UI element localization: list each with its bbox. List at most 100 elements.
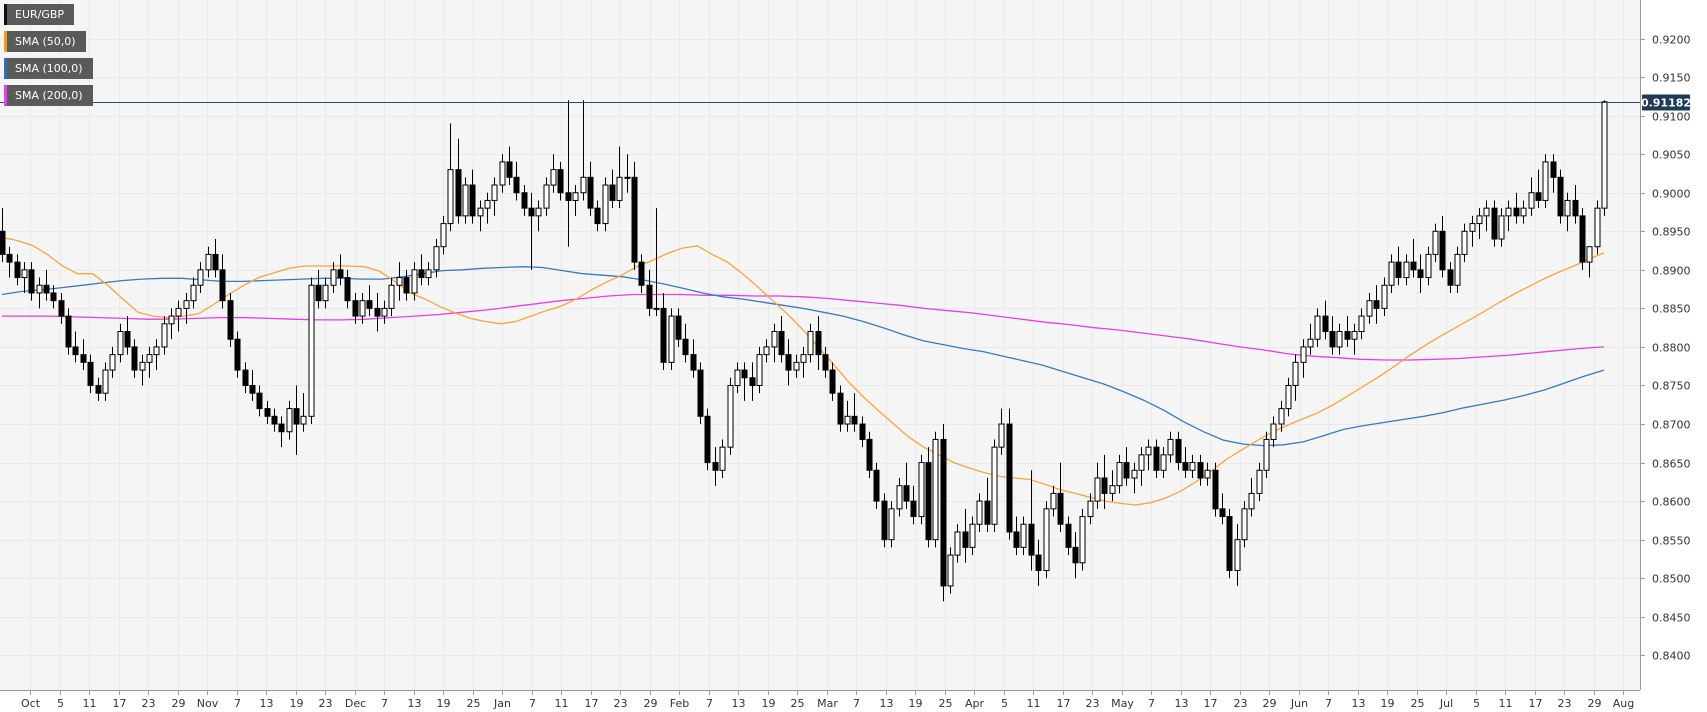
candle xyxy=(300,393,307,432)
candle xyxy=(1087,493,1094,525)
legend-item-eurgbp[interactable]: EUR/GBP xyxy=(4,4,93,25)
x-tick-label: Aug xyxy=(1613,697,1634,710)
candle-body-bullish xyxy=(763,346,770,356)
y-tick-label: 0.8800 xyxy=(1652,342,1691,355)
candle xyxy=(271,408,278,432)
candle xyxy=(1219,493,1226,525)
candle xyxy=(462,177,469,224)
candle-body-bearish xyxy=(851,415,858,425)
candle-body-bearish xyxy=(859,423,866,440)
candle-body-bearish xyxy=(418,269,425,279)
candle xyxy=(1491,200,1498,247)
candle xyxy=(264,400,271,425)
candle-body-bearish xyxy=(278,423,285,433)
candle xyxy=(293,385,300,455)
x-tick-label: 13 xyxy=(260,697,274,710)
candle xyxy=(1204,462,1211,486)
candle xyxy=(1403,254,1410,286)
candle-body-bullish xyxy=(190,284,197,302)
candle xyxy=(1483,200,1490,232)
x-tick-label: 17 xyxy=(113,697,127,710)
candle-body-bullish xyxy=(969,523,976,548)
candle-body-bearish xyxy=(609,184,616,201)
candle xyxy=(1586,246,1593,278)
candle xyxy=(1381,277,1388,317)
candle-body-bearish xyxy=(910,500,917,518)
y-tick-label: 0.8700 xyxy=(1652,419,1691,432)
candle-body-bullish xyxy=(1366,300,1373,317)
candle xyxy=(506,146,513,186)
candle xyxy=(1278,400,1285,432)
x-axis-ticks: Oct 5 11 17 23 29 Nov 7 13 19 23 Dec 7 13 19 25 Jan 7 11 17… xyxy=(21,690,1634,710)
candle xyxy=(557,161,564,201)
candle xyxy=(910,485,917,525)
candle-body-bullish xyxy=(1079,516,1086,564)
candle-body-bearish xyxy=(1572,199,1579,217)
x-tick-label: 25 xyxy=(1411,697,1425,710)
candle-body-bullish xyxy=(1594,207,1601,248)
candle-body-bullish xyxy=(477,207,484,217)
candle xyxy=(50,285,57,309)
candle xyxy=(183,292,190,324)
candle-body-bullish xyxy=(491,184,498,201)
x-tick-label: 19 xyxy=(290,697,304,710)
candle xyxy=(95,377,102,401)
candle-body-bearish xyxy=(631,176,638,263)
candle xyxy=(433,238,440,278)
candle-body-bullish xyxy=(36,284,43,294)
candle xyxy=(278,416,285,448)
candle-body-bearish xyxy=(785,354,792,371)
candle-body-bearish xyxy=(469,184,476,217)
candle xyxy=(1425,246,1432,286)
candle-body-bullish xyxy=(844,415,851,425)
candle xyxy=(1439,215,1446,278)
candle xyxy=(1461,223,1468,263)
candle xyxy=(1469,215,1476,247)
legend-item-sma200[interactable]: SMA (200,0) xyxy=(4,85,93,106)
x-tick-label: 29 xyxy=(172,697,186,710)
legend-item-sma100[interactable]: SMA (100,0) xyxy=(4,58,93,79)
candle xyxy=(87,354,94,394)
candle-body-bearish xyxy=(1226,516,1233,572)
candle-body-bullish xyxy=(330,269,337,286)
x-tick-label: 23 xyxy=(1558,697,1572,710)
candle xyxy=(212,238,219,278)
candle xyxy=(528,192,535,270)
candle-body-bullish xyxy=(1270,423,1277,440)
candle-body-bullish xyxy=(1020,523,1027,548)
candle xyxy=(1028,470,1035,571)
candle xyxy=(1020,516,1027,556)
candle xyxy=(227,292,234,347)
candle xyxy=(131,339,138,378)
candle-body-bullish xyxy=(1109,485,1116,494)
candle-body-bearish xyxy=(565,192,572,201)
candle-body-bullish xyxy=(1256,469,1263,494)
candle xyxy=(249,370,256,401)
candle-body-bullish xyxy=(888,508,895,541)
candle xyxy=(1123,447,1130,486)
legend-item-sma50[interactable]: SMA (50,0) xyxy=(4,31,93,52)
candle-body-bullish xyxy=(286,408,293,433)
candle xyxy=(109,346,116,378)
price-badge-text: 0.91182 xyxy=(1641,97,1691,110)
candle-body-bullish xyxy=(411,269,418,294)
candle xyxy=(102,362,109,401)
x-tick-label: 25 xyxy=(939,697,953,710)
candle xyxy=(1410,238,1417,278)
candle-body-bullish xyxy=(800,354,807,363)
candle xyxy=(28,262,35,301)
candle xyxy=(616,146,623,209)
candle-body-bearish xyxy=(65,315,72,348)
candle-body-bullish xyxy=(1167,438,1174,456)
candle-body-bullish xyxy=(793,361,800,371)
candle xyxy=(918,454,925,525)
candle xyxy=(117,323,124,363)
candle-body-bullish xyxy=(918,462,925,518)
candle-body-bullish xyxy=(1476,215,1483,225)
candle-body-bullish xyxy=(161,323,168,348)
candle-body-bearish xyxy=(87,361,94,386)
legend-swatch-sma100 xyxy=(4,58,7,79)
candle xyxy=(1072,531,1079,579)
candle-body-bearish xyxy=(984,500,991,525)
candle xyxy=(741,362,748,401)
